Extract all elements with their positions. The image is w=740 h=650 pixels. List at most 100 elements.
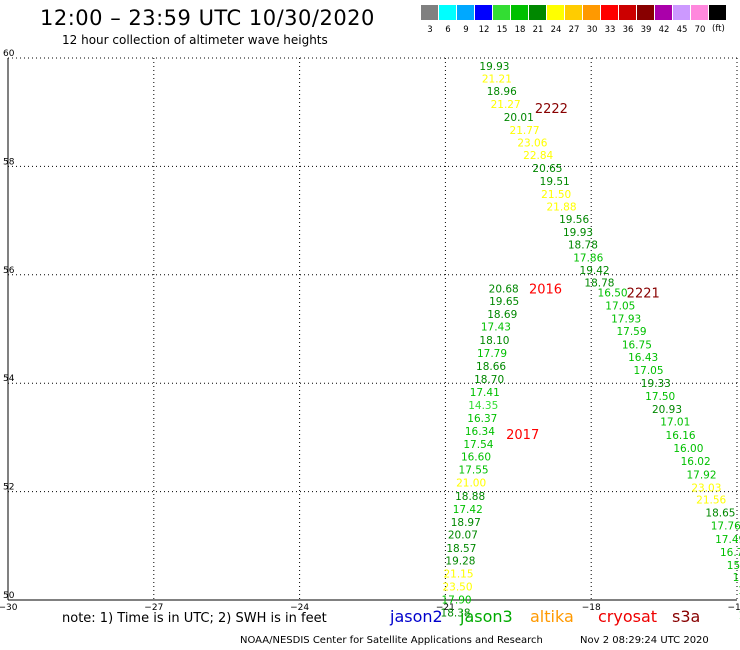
wave-height-value: 16.34	[465, 426, 495, 438]
wave-height-value: 22.84	[523, 150, 553, 162]
legend-label: 30	[586, 25, 598, 35]
legend-swatch	[601, 5, 618, 20]
legend-swatch	[529, 5, 546, 20]
legend-swatch	[709, 5, 726, 20]
credit-line: NOAA/NESDIS Center for Satellite Applica…	[240, 635, 543, 646]
wave-height-value: 17.55	[459, 464, 489, 476]
legend-swatch	[421, 5, 438, 20]
lat-tick-label: 58	[3, 157, 15, 167]
lat-tick-label: 50	[3, 591, 15, 601]
wave-height-value: 23.03	[691, 482, 721, 494]
wave-height-value: 17.05	[633, 365, 663, 377]
legend-swatch	[655, 5, 672, 20]
wave-height-value: 16.16	[666, 430, 696, 442]
satellite-jason3: jason3	[460, 607, 513, 626]
legend-swatch	[475, 5, 492, 20]
wave-height-value: 20.93	[652, 404, 682, 416]
legend-label: 12	[478, 25, 490, 35]
wave-height-value: 16.75	[720, 547, 740, 559]
lat-tick-label: 52	[3, 483, 14, 493]
pass-time-label: 2221	[627, 287, 660, 302]
wave-height-value: 20.65	[532, 163, 562, 175]
wave-height-value: 17.76	[711, 521, 740, 533]
legend-label: 6	[445, 25, 451, 35]
wave-height-value: 19.56	[559, 214, 589, 226]
footnote: note: 1) Time is in UTC; 2) SWH is in fe…	[62, 611, 327, 626]
wave-height-value: 19.93	[479, 61, 509, 73]
satellite-jason2: jason2	[390, 607, 443, 626]
wave-height-value: 19.28	[445, 555, 475, 567]
lon-tick-label: −21	[436, 603, 455, 613]
wave-height-value: 19.65	[489, 296, 519, 308]
wave-height-value: 21.88	[546, 202, 576, 214]
wave-height-value: 16.75	[622, 340, 652, 352]
pass-time-label: 2017	[506, 428, 539, 443]
wave-height-value: 21.56	[696, 495, 726, 507]
wave-height-value: 16.02	[681, 456, 711, 468]
legend-label: 21	[532, 25, 544, 35]
legend-swatch	[619, 5, 636, 20]
wave-height-value: 19.51	[540, 176, 570, 188]
lon-tick-label: −30	[0, 603, 18, 613]
wave-height-value: 16.43	[628, 352, 658, 364]
wave-height-value: 18.69	[487, 309, 517, 321]
wave-height-value: 17.59	[616, 326, 646, 338]
wave-height-value: 16.00	[673, 443, 703, 455]
wave-height-value: 18.66	[476, 361, 506, 373]
lat-tick-label: 60	[3, 49, 15, 59]
legend-label: 3	[427, 25, 433, 35]
lon-tick-label: −18	[582, 603, 601, 613]
legend-label: 70	[694, 25, 706, 35]
wave-height-value: 19.33	[641, 378, 671, 390]
wave-height-value: 18.88	[455, 491, 485, 503]
legend-label: 15	[496, 25, 508, 35]
wave-height-value: 21.15	[443, 568, 473, 580]
wave-height-value: 17.86	[573, 252, 603, 264]
legend-unit: (ft)	[712, 24, 725, 34]
wave-height-value: 18.10	[479, 335, 509, 347]
wave-height-value: 17.43	[481, 321, 511, 333]
wave-height-value: 13.8	[738, 585, 740, 597]
wave-height-value: 21.00	[456, 477, 486, 489]
legend-label: 36	[622, 25, 634, 35]
wave-height-value: 17.79	[477, 348, 507, 360]
legend-swatch	[583, 5, 600, 20]
wave-height-value: 20.01	[504, 112, 534, 124]
generated-timestamp: Nov 2 08:29:24 UTC 2020	[580, 635, 709, 646]
pass-time-label: 2222	[535, 102, 568, 117]
wave-height-value: 16.60	[461, 451, 491, 463]
satellite-cryosat: cryosat	[598, 607, 658, 626]
wave-height-value: 23.50	[442, 581, 472, 593]
legend-swatch	[457, 5, 474, 20]
legend-swatch	[439, 5, 456, 20]
wave-height-value: 17.54	[463, 439, 493, 451]
wave-height-value: 18.96	[487, 86, 517, 98]
wave-height-value: 18.65	[705, 508, 735, 520]
lat-tick-label: 56	[3, 266, 15, 276]
legend-label: 39	[640, 25, 652, 35]
wave-height-value: 17.93	[611, 314, 641, 326]
wave-height-value: 17.90	[442, 594, 472, 606]
wave-height-value: 17.50	[645, 391, 675, 403]
legend-swatch	[565, 5, 582, 20]
legend-label: 33	[604, 25, 616, 35]
wave-height-value: 15.76	[733, 572, 740, 584]
wave-height-value: 17.05	[605, 301, 635, 313]
wave-height-value: 16.50	[598, 288, 628, 300]
wave-height-value: 18.78	[568, 239, 598, 251]
legend-label: 27	[568, 25, 580, 35]
lat-tick-label: 54	[3, 374, 15, 384]
satellite-altika: altika	[530, 607, 574, 626]
wave-height-value: 18.57	[446, 543, 476, 555]
wave-height-value: 18.70	[474, 374, 504, 386]
map-subtitle: 12 hour collection of altimeter wave hei…	[62, 33, 328, 47]
wave-height-value: 23.06	[517, 138, 547, 150]
legend-label: 42	[658, 25, 670, 35]
wave-height-value: 17.49	[715, 534, 740, 546]
lon-tick-label: −15	[728, 603, 740, 613]
wave-height-value: 21.21	[482, 74, 512, 86]
legend-label: 45	[676, 25, 688, 35]
wave-height-value: 18.97	[451, 517, 481, 529]
wave-height-value: 21.77	[510, 125, 540, 137]
